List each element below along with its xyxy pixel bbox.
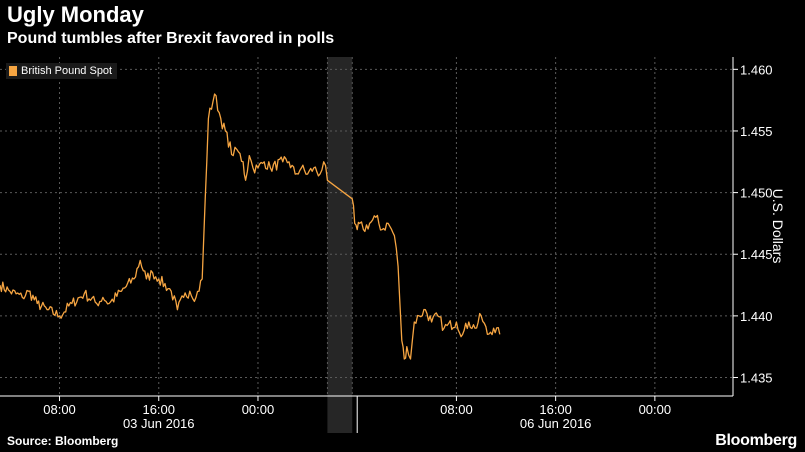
x-tick-label: 08:00: [440, 402, 473, 417]
bloomberg-logo: Bloomberg: [715, 432, 797, 449]
x-tick-label: 00:00: [639, 402, 672, 417]
x-tick-label: 08:00: [43, 402, 76, 417]
chart-subtitle: Pound tumbles after Brexit favored in po…: [7, 30, 335, 47]
y-tick-label: 1.435: [740, 371, 773, 386]
grid-lines: [0, 57, 738, 401]
y-tick-label: 1.455: [740, 124, 773, 139]
chart-title: Ugly Monday: [7, 2, 144, 27]
x-tick-labels: 08:00 16:00 00:00 08:00 16:00 00:00: [43, 402, 671, 417]
date-label: 06 Jun 2016: [520, 416, 592, 431]
y-tick-labels: 1.435 1.440 1.445 1.450 1.455 1.460: [740, 62, 773, 385]
source-note: Source: Bloomberg: [7, 434, 119, 448]
date-label: 03 Jun 2016: [123, 416, 195, 431]
weekend-band: [327, 57, 353, 433]
legend: British Pound Spot: [6, 63, 118, 79]
x-tick-label: 00:00: [242, 402, 275, 417]
y-tick-label: 1.445: [740, 247, 773, 262]
axes: [0, 57, 734, 433]
y-tick-label: 1.450: [740, 186, 773, 201]
x-tick-label: 16:00: [539, 402, 572, 417]
date-labels: 03 Jun 2016 06 Jun 2016: [123, 416, 591, 431]
y-tick-label: 1.440: [740, 309, 773, 324]
y-tick-label: 1.460: [740, 62, 773, 77]
legend-swatch: [9, 66, 17, 76]
legend-label: British Pound Spot: [21, 65, 113, 77]
x-tick-label: 16:00: [142, 402, 175, 417]
series-line-british-pound-spot: [0, 93, 501, 360]
y-axis-title-text: U.S. Dollars: [770, 188, 786, 264]
